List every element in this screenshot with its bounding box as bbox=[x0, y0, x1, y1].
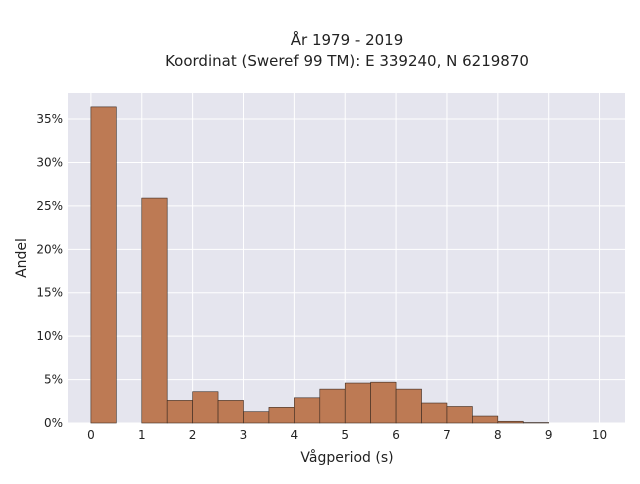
histogram-bar bbox=[472, 416, 497, 423]
y-tick-label: 20% bbox=[36, 242, 63, 256]
x-axis-label: Vågperiod (s) bbox=[300, 449, 393, 466]
histogram-bar bbox=[243, 412, 268, 423]
histogram-bar bbox=[218, 400, 243, 423]
x-tick-label: 1 bbox=[138, 428, 146, 442]
y-tick-label: 5% bbox=[44, 373, 63, 387]
histogram-bar bbox=[142, 198, 167, 423]
histogram-bar bbox=[396, 389, 421, 423]
x-tick-label: 9 bbox=[545, 428, 553, 442]
x-tick-label: 8 bbox=[494, 428, 502, 442]
y-axis-label: Andel bbox=[14, 238, 30, 278]
x-tick-label: 4 bbox=[291, 428, 299, 442]
histogram-bar bbox=[91, 107, 116, 423]
histogram-bar bbox=[498, 421, 523, 423]
y-tick-label: 0% bbox=[44, 416, 63, 430]
y-tick-label: 10% bbox=[36, 329, 63, 343]
x-tick-label: 7 bbox=[443, 428, 451, 442]
x-tick-label: 10 bbox=[592, 428, 607, 442]
x-tick-label: 0 bbox=[87, 428, 95, 442]
histogram-bar bbox=[345, 383, 370, 423]
histogram-bar bbox=[167, 400, 192, 423]
histogram-bar bbox=[294, 398, 319, 423]
x-tick-label: 3 bbox=[240, 428, 248, 442]
chart-title-line2: Koordinat (Sweref 99 TM): E 339240, N 62… bbox=[165, 52, 529, 70]
histogram-bar bbox=[371, 382, 396, 423]
y-tick-label: 25% bbox=[36, 199, 63, 213]
histogram-bar bbox=[447, 407, 472, 424]
x-tick-label: 5 bbox=[341, 428, 349, 442]
x-axis-ticks: 0 1 2 3 4 5 6 7 8 9 10 bbox=[87, 428, 607, 442]
x-tick-label: 6 bbox=[392, 428, 400, 442]
y-tick-label: 35% bbox=[36, 112, 63, 126]
chart-title-line1: År 1979 - 2019 bbox=[291, 30, 404, 49]
histogram-bar bbox=[193, 392, 218, 423]
y-tick-label: 15% bbox=[36, 286, 63, 300]
histogram-bar bbox=[320, 389, 345, 423]
y-tick-label: 30% bbox=[36, 155, 63, 169]
histogram-bar bbox=[422, 403, 447, 423]
histogram-bar bbox=[269, 407, 294, 423]
x-tick-label: 2 bbox=[189, 428, 197, 442]
y-axis-ticks: 0% 5% 10% 15% 20% 25% 30% 35% bbox=[36, 112, 63, 430]
